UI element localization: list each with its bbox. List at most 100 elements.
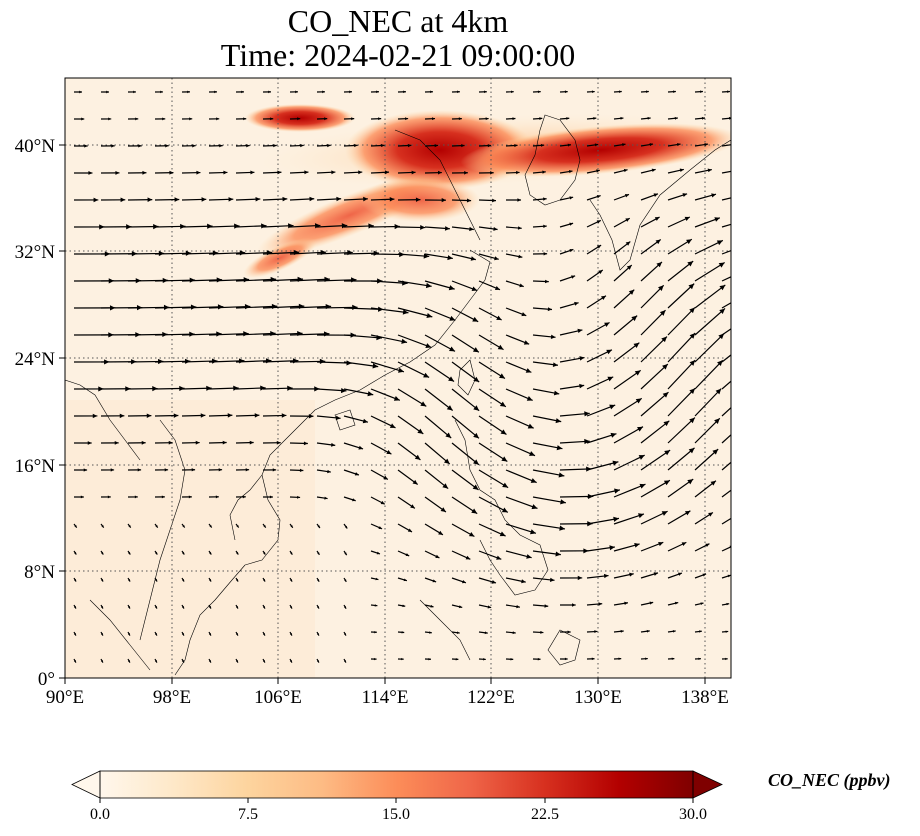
wind-arrow-head [471,508,478,514]
wind-arrow-head [181,660,184,663]
lon-tick-label: 106°E [254,687,302,708]
wind-arrow-head [472,484,479,490]
wind-arrow-head [727,90,730,93]
wind-arrow-head [493,226,498,231]
wind-arrow-head [677,142,681,147]
low-concentration-region [65,400,315,678]
wind-arrow [424,334,456,352]
wind-arrow-head [521,312,527,317]
wind-arrow-head [734,484,739,488]
title-line-1: CO_NEC at 4km [287,3,509,39]
wind-arrow-head [473,376,480,383]
wind-arrow-head [282,196,288,202]
wind-arrow-head [401,631,405,634]
wind-arrow-head [316,606,320,609]
wind-arrow-head [496,555,502,560]
wind-arrow-head [227,413,233,418]
wind-arrow [451,469,479,491]
wind-arrow-head [181,633,184,636]
wind-arrow-head [437,170,442,175]
wind-arrow-head [314,223,321,229]
lon-tick-label: 138°E [681,687,729,708]
wind-arrow-head [200,413,206,418]
wind-arrow-head [711,193,717,198]
wind-arrow-head [545,279,549,284]
wind-arrow-head [719,284,726,291]
wind-arrow [478,415,507,435]
wind-arrow-head [260,385,266,391]
wind-arrow-head [215,495,219,499]
wind-arrow-head [716,240,723,246]
wind-arrow-head [336,196,342,202]
wind-arrow-head [147,197,153,202]
wind-arrow-head [549,577,555,582]
wind-arrow-head [441,198,447,203]
wind-arrow-head [106,90,109,94]
wind-arrow-head [263,525,266,528]
wind-arrow-head [415,197,421,202]
wind-arrow-head [510,90,514,94]
wind-arrow-head [497,344,504,350]
wind-arrow-head [689,388,695,395]
wind-arrow-head [591,90,595,94]
wind-arrow-head [567,143,572,147]
wind-arrow [181,306,224,309]
wind-arrow-head [566,117,570,120]
wind-arrow-head [501,507,508,513]
wind-arrow-head [401,338,408,344]
wind-arrow-head [710,480,716,486]
wind-arrow [721,302,731,309]
wind-arrow-head [705,543,710,548]
wind-arrow-head [375,577,379,581]
wind-arrow-head [188,495,192,499]
wind-arrow-head [736,453,741,458]
wind-arrow-head [128,525,131,528]
wind-arrow-head [594,143,599,147]
wind-arrow-head [552,362,558,367]
wind-arrow-head [87,441,92,445]
wind-arrow-head [322,90,325,94]
wind-arrow [316,279,357,282]
wind-arrow [235,251,273,255]
wind-arrow-head [457,90,460,94]
wind-arrow-head [747,242,753,247]
wind-arrow-head [300,143,304,148]
wind-arrow [586,517,620,525]
wind-arrow-head [249,440,254,445]
wind-arrow-head [412,479,418,485]
lat-tick-label: 40°N [15,136,56,157]
wind-arrow-head [598,270,603,275]
wind-arrow-head [664,450,671,456]
wind-arrow-head [635,398,642,404]
wind-arrow-head [446,405,453,411]
lat-tick-label: 0° [38,669,55,690]
wind-arrow [262,305,305,309]
wind-arrow-head [596,245,602,249]
wind-arrow-head [750,265,756,270]
colorbar-label: CO_NEC (ppbv) [768,770,891,790]
wind-arrow-head [596,220,601,224]
wind-arrow-head [327,143,331,148]
wind-arrow-head [499,373,505,379]
wind-arrow-head [100,660,103,663]
wind-arrow-head [403,578,407,582]
wind-arrow-head [603,573,609,579]
wind-arrow-head [629,572,634,577]
wind-arrow-head [276,440,281,445]
wind-arrow-head [606,349,612,355]
wind-arrow [586,489,621,498]
wind-arrow-head [625,241,631,246]
wind-arrow-head [612,460,619,466]
wind-arrow [586,461,619,471]
map-area [65,78,756,678]
wind-arrow-head [165,144,169,148]
wind-arrow-head [407,143,412,148]
wind-arrow-head [628,289,635,295]
wind-arrow-head [389,423,396,428]
wind-arrow-head [526,554,532,559]
wind-arrow-head [206,385,212,391]
wind-arrow-head [517,198,522,202]
wind-arrow [613,454,645,471]
wind-arrow-head [673,90,676,93]
wind-arrow-head [376,551,380,555]
